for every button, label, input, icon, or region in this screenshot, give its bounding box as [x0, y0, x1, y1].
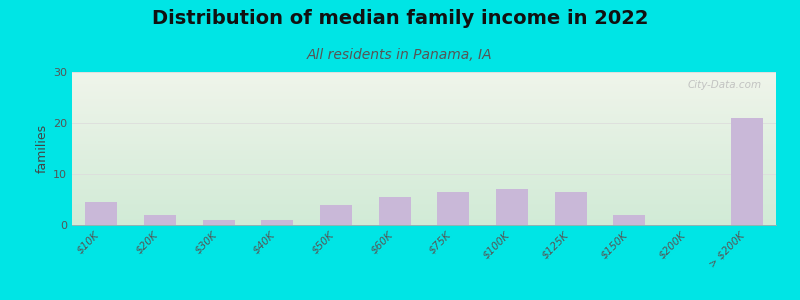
Bar: [378, 197, 411, 225]
Bar: [261, 220, 294, 225]
Bar: [85, 202, 118, 225]
Text: City-Data.com: City-Data.com: [688, 80, 762, 90]
Bar: [437, 192, 470, 225]
Bar: [320, 205, 352, 225]
Bar: [554, 192, 586, 225]
Text: Distribution of median family income in 2022: Distribution of median family income in …: [152, 9, 648, 28]
Bar: [730, 118, 763, 225]
Bar: [613, 215, 646, 225]
Bar: [202, 220, 235, 225]
Y-axis label: families: families: [36, 124, 49, 173]
Bar: [144, 215, 176, 225]
Bar: [496, 189, 528, 225]
Text: All residents in Panama, IA: All residents in Panama, IA: [307, 48, 493, 62]
